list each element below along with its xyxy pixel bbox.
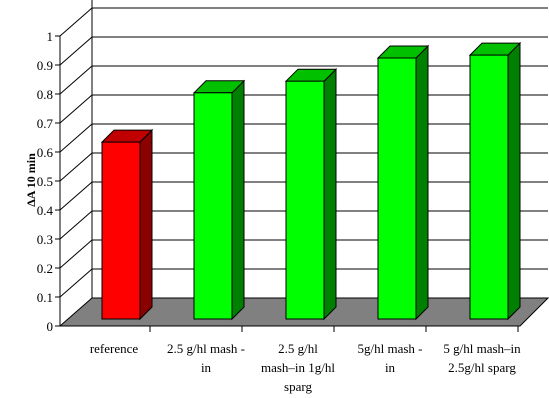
y-tick-label: 0 xyxy=(47,319,54,334)
bar xyxy=(194,93,232,319)
y-axis-label: ΔA 10 min xyxy=(24,153,38,207)
bar-side xyxy=(140,130,152,319)
x-category-label: reference xyxy=(90,341,139,356)
bars xyxy=(102,43,520,319)
x-category-labels: reference 2.5 g/hl mash -in 2.5 g/hl mash–i… xyxy=(90,341,521,394)
y-tick-label: 1 xyxy=(47,29,54,44)
y-tick-label: 0.4 xyxy=(37,203,54,218)
bar-side xyxy=(416,46,428,319)
y-tick-labels: 0 0.1 0.2 0.3 0.4 0.5 0.6 0.7 0.8 0.9 1 xyxy=(37,29,54,334)
bar xyxy=(470,55,508,319)
y-tick-label: 0.9 xyxy=(37,58,53,73)
x-category-label: 2.5 g/hl mash–in 1g/hl sparg xyxy=(261,341,335,394)
gridline-side xyxy=(60,153,92,181)
gridline-side xyxy=(60,269,92,297)
bar-side xyxy=(324,69,336,319)
x-category-label: 5g/hl mash -in xyxy=(358,341,423,375)
y-tick-label: 0.2 xyxy=(37,261,53,276)
bar-side xyxy=(232,81,244,319)
gridline-side xyxy=(60,37,92,65)
y-tick-label: 0.7 xyxy=(37,116,54,131)
bar xyxy=(102,142,140,319)
bar xyxy=(378,58,416,319)
gridline-side xyxy=(60,8,92,36)
gridline-side xyxy=(60,95,92,123)
y-tick-label: 0.1 xyxy=(37,290,53,305)
gridline-side xyxy=(60,182,92,210)
gridline-side xyxy=(60,66,92,94)
gridline-side xyxy=(60,124,92,152)
y-tick-label: 0.3 xyxy=(37,232,53,247)
gridline-side xyxy=(60,240,92,268)
bar-side xyxy=(508,43,520,319)
y-tick-label: 0.6 xyxy=(37,145,54,160)
x-category-label: 2.5 g/hl mash -in xyxy=(167,341,245,375)
bar xyxy=(286,81,324,319)
y-tick-label: 0.8 xyxy=(37,87,53,102)
x-category-label: 5 g/hl mash–in 2.5g/hl sparg xyxy=(443,341,521,375)
gridline-side xyxy=(60,211,92,239)
y-tick-label: 0.5 xyxy=(37,174,53,189)
